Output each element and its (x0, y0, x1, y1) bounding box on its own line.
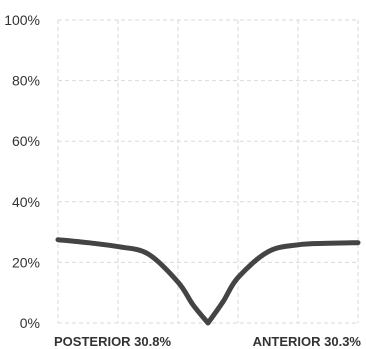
y-tick-label: 60% (12, 133, 40, 149)
x-label-posterior: POSTERIOR 30.8% (54, 334, 171, 349)
y-tick-label: 40% (12, 194, 40, 210)
y-axis-ticks: 0% 20% 40% 60% 80% 100% (4, 12, 40, 331)
y-tick-label: 100% (4, 12, 40, 28)
series-line (55, 237, 361, 326)
y-tick-label: 80% (12, 73, 40, 89)
series-group (55, 237, 361, 326)
x-axis-labels: POSTERIOR 30.8% ANTERIOR 30.3% (54, 334, 361, 349)
grid (57, 19, 359, 324)
x-label-anterior: ANTERIOR 30.3% (253, 334, 362, 349)
y-tick-label: 0% (20, 315, 40, 331)
y-tick-label: 20% (12, 254, 40, 270)
